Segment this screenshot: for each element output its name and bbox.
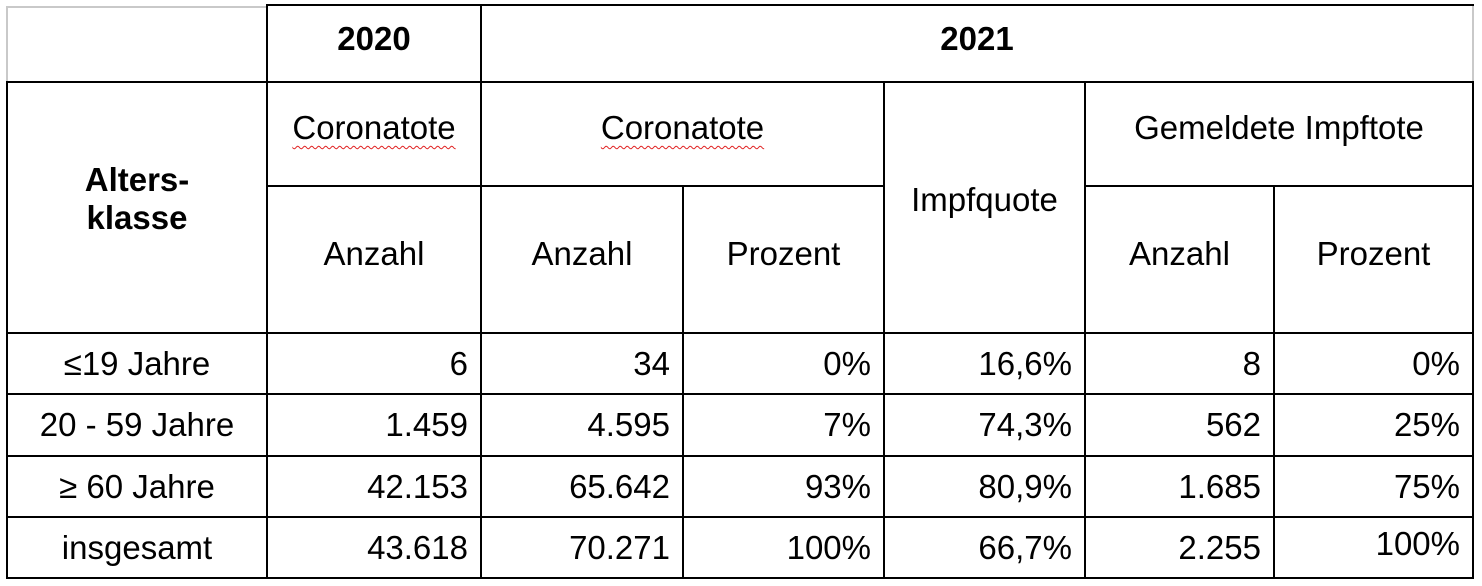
cell-prozent-2021: 100% (786, 528, 871, 566)
table-rule-body-top (6, 332, 1474, 334)
cell-impftote-prozent: 100% (1375, 524, 1460, 562)
table-col-6 (1273, 186, 1275, 579)
cell-impftote-prozent: 75% (1393, 467, 1460, 505)
table-col-5 (1084, 82, 1086, 579)
cell-coronatote-2021: 65.642 (569, 467, 670, 505)
cell-impftote-prozent: 0% (1412, 344, 1460, 382)
cell-coronatote-2020: 43.618 (367, 528, 468, 566)
table-rule-row-2 (6, 455, 1474, 457)
header-coronatote-2021: Coronatote (482, 83, 883, 173)
cell-impfquote: 80,9% (978, 467, 1072, 505)
cell-impftote-anzahl: 562 (1205, 406, 1261, 444)
table-border-left (6, 82, 8, 579)
table-rule-sub-2 (1085, 185, 1474, 187)
table-col-1 (266, 4, 268, 579)
cell-impftote-anzahl: 8 (1242, 344, 1261, 382)
subheader-anzahl-2020: Anzahl (323, 235, 425, 273)
row-label: insgesamt (61, 528, 213, 566)
header-age-class: Alters- klasse (84, 161, 190, 236)
table-border-bottom (6, 577, 1474, 579)
subheader-anzahl-2021: Anzahl (531, 235, 633, 273)
table-rule-header (6, 81, 1474, 83)
table-rule-row-3 (6, 516, 1474, 518)
table-rule-row-1 (6, 393, 1474, 395)
header-coronatote-2020-label: Coronatote (292, 109, 456, 147)
row-label: ≤19 Jahre (63, 344, 211, 382)
table-rule-sub (266, 185, 884, 187)
cell-coronatote-2020: 1.459 (385, 406, 468, 444)
subheader-anzahl-impftote: Anzahl (1129, 235, 1230, 273)
cell-coronatote-2021: 34 (633, 344, 670, 382)
table-border-right-light (1472, 6, 1474, 82)
cell-coronatote-2021: 4.595 (587, 406, 670, 444)
cell-impftote-anzahl: 1.685 (1178, 467, 1261, 505)
cell-coronatote-2020: 42.153 (367, 467, 468, 505)
table-col-2 (480, 4, 482, 579)
table-col-3 (682, 186, 684, 579)
row-label: ≥ 60 Jahre (59, 467, 215, 505)
cell-impfquote: 16,6% (978, 344, 1072, 382)
cell-impfquote: 66,7% (978, 528, 1072, 566)
header-gemeldete-impftote: Gemeldete Impftote (1134, 109, 1424, 147)
table-border-right (1472, 82, 1474, 579)
cell-impftote-prozent: 25% (1393, 406, 1460, 444)
cell-prozent-2021: 7% (823, 406, 871, 444)
cell-impftote-anzahl: 2.255 (1178, 528, 1261, 566)
header-impfquote: Impfquote (911, 181, 1058, 219)
table-col-4 (883, 82, 885, 579)
header-coronatote-2021-label: Coronatote (600, 109, 765, 147)
header-coronatote-2020: Coronatote (268, 83, 480, 173)
table-border-top-light (6, 6, 268, 8)
cell-coronatote-2020: 6 (449, 344, 468, 382)
table-border-left-light (6, 6, 8, 82)
cell-impfquote: 74,3% (978, 406, 1072, 444)
header-year-2020: 2020 (337, 20, 411, 58)
header-year-2021: 2021 (940, 20, 1014, 58)
subheader-prozent-2021: Prozent (726, 235, 841, 273)
subheader-prozent-impftote: Prozent (1316, 235, 1431, 273)
table-border-top (266, 4, 1474, 6)
cell-prozent-2021: 0% (823, 344, 871, 382)
cell-prozent-2021: 93% (804, 467, 871, 505)
row-label: 20 - 59 Jahre (39, 406, 235, 444)
cell-coronatote-2021: 70.271 (569, 528, 670, 566)
